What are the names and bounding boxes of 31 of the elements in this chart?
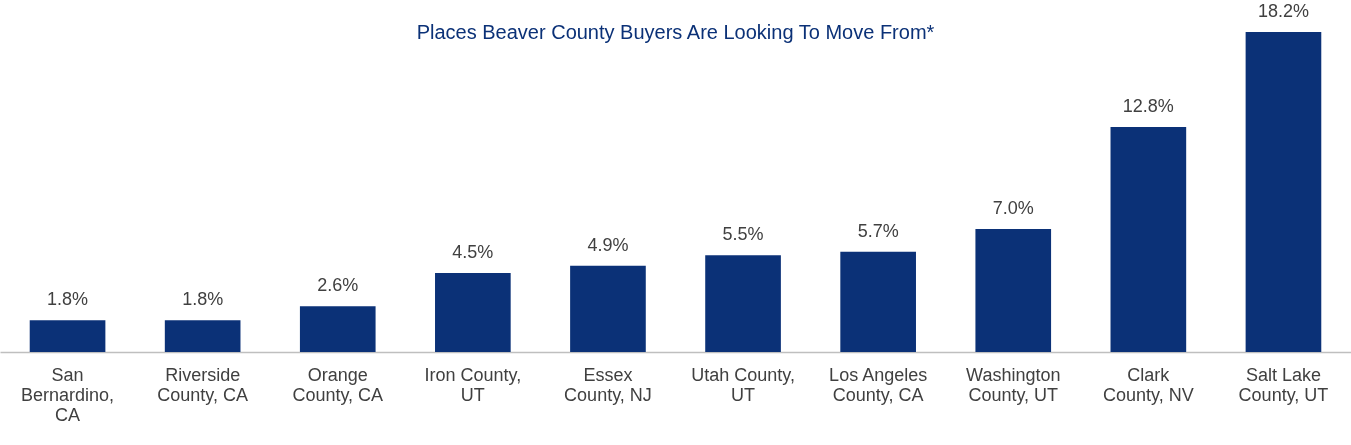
bar (1245, 32, 1322, 352)
data-label: 4.9% (587, 234, 629, 255)
data-label: 5.7% (857, 220, 899, 241)
x-tick-label: Riverside County, CA (157, 364, 248, 405)
bar (975, 228, 1052, 352)
data-label: 7.0% (992, 197, 1034, 218)
x-tick-label: Utah County, UT (691, 364, 795, 405)
bar (705, 255, 781, 352)
bar (435, 272, 511, 352)
data-label: 1.8% (182, 289, 224, 310)
bar (570, 265, 646, 352)
bar (164, 320, 241, 352)
bar (1110, 126, 1187, 352)
data-label: 2.6% (317, 275, 359, 296)
bar (299, 306, 376, 352)
data-label: 4.5% (452, 241, 494, 262)
x-tick-label: Washington County, UT (966, 364, 1061, 405)
x-tick-label: Clark County, NV (1103, 364, 1194, 405)
x-tick-label: San Bernardino, CA (21, 364, 115, 425)
bar (29, 320, 106, 352)
x-tick-label: Orange County, CA (292, 364, 384, 405)
data-label: 5.5% (722, 224, 764, 245)
data-label: 1.8% (47, 289, 89, 310)
x-tick-label: Salt Lake County, UT (1238, 364, 1329, 405)
x-tick-label: Essex County, NJ (564, 364, 652, 405)
data-label: 18.2% (1257, 1, 1309, 21)
data-label: 12.8% (1122, 95, 1174, 116)
x-tick-label: Iron County, UT (424, 364, 522, 405)
chart-title: Places Beaver County Buyers Are Looking To Move From* (416, 21, 935, 43)
bar (840, 251, 916, 352)
x-tick-label: Los Angeles County, CA (829, 364, 928, 405)
